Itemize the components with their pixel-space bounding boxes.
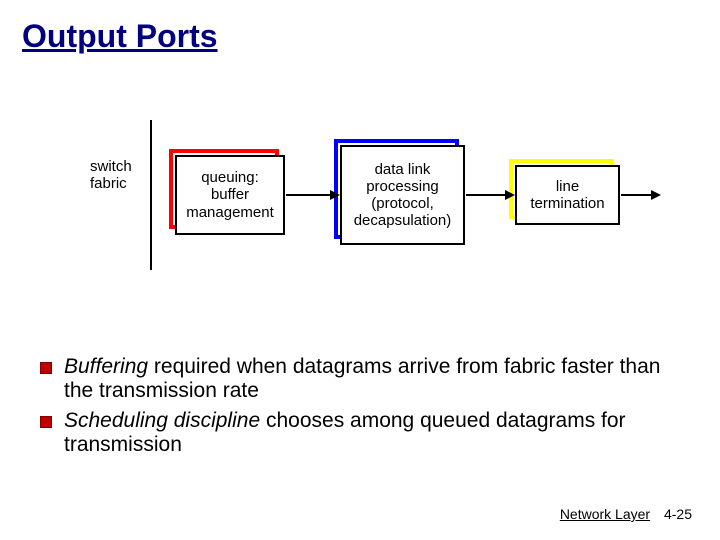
footer: Network Layer 4-25 (560, 506, 692, 522)
box-line: line (556, 178, 579, 195)
bullet-emphasis: Buffering (64, 355, 148, 378)
list-item: Scheduling discipline chooses among queu… (40, 409, 680, 457)
switch-fabric-label: switch fabric (90, 158, 132, 193)
bullet-list: Buffering required when datagrams arrive… (40, 355, 680, 463)
bullet-text: Scheduling discipline chooses among queu… (64, 409, 680, 457)
output-port-diagram: switch fabric queuing:buffermanagement d… (60, 130, 660, 310)
bullet-marker-icon (40, 362, 52, 374)
queuing-box: queuing:buffermanagement (175, 155, 285, 235)
box-line: decapsulation) (354, 212, 452, 229)
datalink-box: data linkprocessing(protocol,decapsulati… (340, 145, 465, 245)
line-termination-box: linetermination (515, 165, 620, 225)
box-line: (protocol, (371, 195, 434, 212)
box-line: data link (375, 161, 431, 178)
arrow-icon (466, 194, 513, 196)
box-line: queuing: (201, 169, 259, 186)
list-item: Buffering required when datagrams arrive… (40, 355, 680, 403)
page-title: Output Ports (22, 18, 218, 55)
arrow-icon (286, 194, 338, 196)
footer-chapter: Network Layer (560, 506, 650, 522)
label-fabric: fabric (90, 175, 132, 192)
box-line: processing (366, 178, 439, 195)
label-switch: switch (90, 158, 132, 175)
bullet-rest: required when datagrams arrive from fabr… (64, 355, 660, 402)
arrow-icon (621, 194, 659, 196)
box-line: buffer (211, 186, 249, 203)
bullet-emphasis: Scheduling discipline (64, 409, 260, 432)
switch-fabric-bar (150, 120, 152, 270)
bullet-marker-icon (40, 416, 52, 428)
box-line: management (186, 204, 274, 221)
footer-page: 4-25 (664, 506, 692, 522)
box-line: termination (530, 195, 604, 212)
bullet-text: Buffering required when datagrams arrive… (64, 355, 680, 403)
